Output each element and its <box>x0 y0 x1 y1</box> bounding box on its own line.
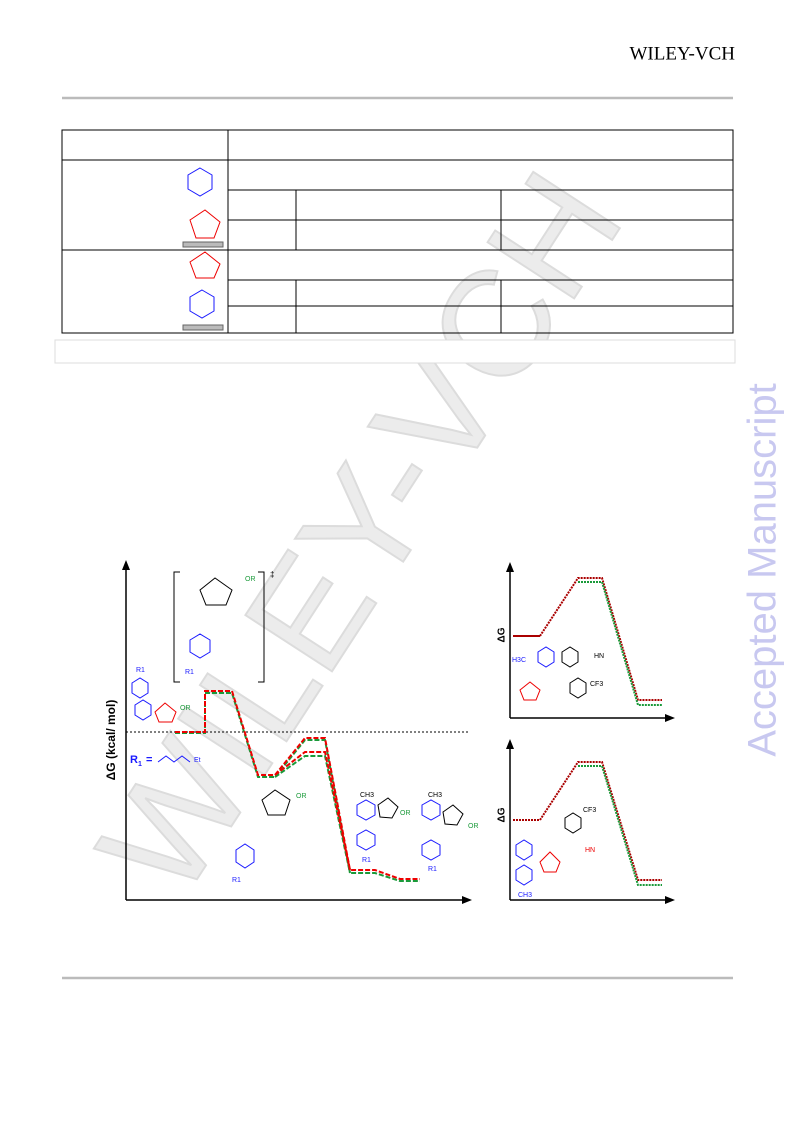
axis-label: ΔG (kcal/ mol) <box>104 700 118 781</box>
substituent-index: 1 <box>138 761 142 768</box>
arrowhead <box>665 896 675 904</box>
aryl-ring <box>561 646 579 668</box>
arrowhead <box>665 714 675 722</box>
watermark: WILEY-VCH <box>66 144 653 923</box>
aryl-ring <box>356 829 376 851</box>
side-diagram-top: ΔG H3C HN CF3 <box>497 562 675 722</box>
profile-green <box>578 765 662 886</box>
ether-label: OR <box>180 705 191 712</box>
ether-label: OR <box>400 810 411 817</box>
aryl-label: R1 <box>362 857 371 864</box>
cf3-label: CF3 <box>583 807 596 814</box>
ether-label: OR <box>296 793 307 800</box>
norbornene-icon <box>189 209 221 239</box>
surface-icon <box>182 241 224 248</box>
aryl-label: R1 <box>428 866 437 873</box>
profile-green <box>175 692 420 882</box>
profile-green <box>578 581 662 706</box>
bicycle <box>377 797 399 819</box>
axis-label: ΔG <box>497 627 508 642</box>
methyl-label: CH3 <box>428 792 442 799</box>
profile-red <box>513 577 662 701</box>
ether-label: OR <box>245 576 256 583</box>
pyridazine <box>421 799 441 821</box>
profile-red <box>513 761 662 881</box>
aryl-ring <box>131 677 149 699</box>
aryl-ring <box>564 812 582 834</box>
table <box>61 129 734 334</box>
publisher: WILEY-VCH <box>629 43 735 64</box>
substituent-end: Et <box>194 757 201 764</box>
tetrazine-ring <box>537 646 555 668</box>
tetrazine-ring <box>515 864 533 886</box>
aryl-label: R1 <box>136 667 145 674</box>
side-label: Accepted Manuscript <box>741 383 785 757</box>
substituent-symbol: R <box>130 754 138 766</box>
norbornene-icon <box>189 251 221 279</box>
ether-label: OR <box>468 823 479 830</box>
amine-label: HN <box>585 847 595 854</box>
ts-mark: ‡ <box>270 570 274 579</box>
pyridazine <box>356 799 376 821</box>
arrowhead <box>122 560 130 570</box>
main-diagram: ΔG (kcal/ mol) ‡ OR R1 R1 OR R 1 = Et OR… <box>104 560 479 904</box>
cf3-label: CF3 <box>590 681 603 688</box>
methyl-label: H3C <box>512 657 526 664</box>
tetrazine-icon <box>187 167 213 197</box>
tetrazine-icon <box>189 289 215 319</box>
tetrazine-ring <box>134 699 152 721</box>
arrowhead <box>462 896 472 904</box>
aryl-ring <box>421 839 441 861</box>
aryl-ring <box>515 839 533 861</box>
substituent-equals: = <box>146 754 152 766</box>
table-border <box>61 129 734 334</box>
norbornene <box>519 681 541 701</box>
aryl-ring <box>189 633 211 659</box>
substituent-chain <box>157 755 191 763</box>
norbornene <box>539 851 561 873</box>
surface-icon <box>182 324 224 331</box>
amine-label: HN <box>594 653 604 660</box>
aryl-ring <box>569 677 587 699</box>
profile-red <box>274 751 351 871</box>
side-diagram-bottom: ΔG CF3 CH3 HN <box>497 739 675 904</box>
aryl-label: R1 <box>185 669 194 676</box>
aryl-ring <box>235 843 255 869</box>
caption-box <box>54 339 736 364</box>
methyl-label: CH3 <box>360 792 374 799</box>
profile-red <box>175 690 420 880</box>
axis-label: ΔG <box>497 807 508 822</box>
aryl-label: R1 <box>232 877 241 884</box>
ts-bracket <box>173 571 265 683</box>
arrowhead <box>506 739 514 749</box>
bicycle <box>442 804 464 826</box>
arrowhead <box>506 562 514 572</box>
intermediate <box>261 789 291 816</box>
bicycle <box>199 577 233 606</box>
norbornene <box>154 702 177 723</box>
methyl-label: CH3 <box>518 892 532 899</box>
